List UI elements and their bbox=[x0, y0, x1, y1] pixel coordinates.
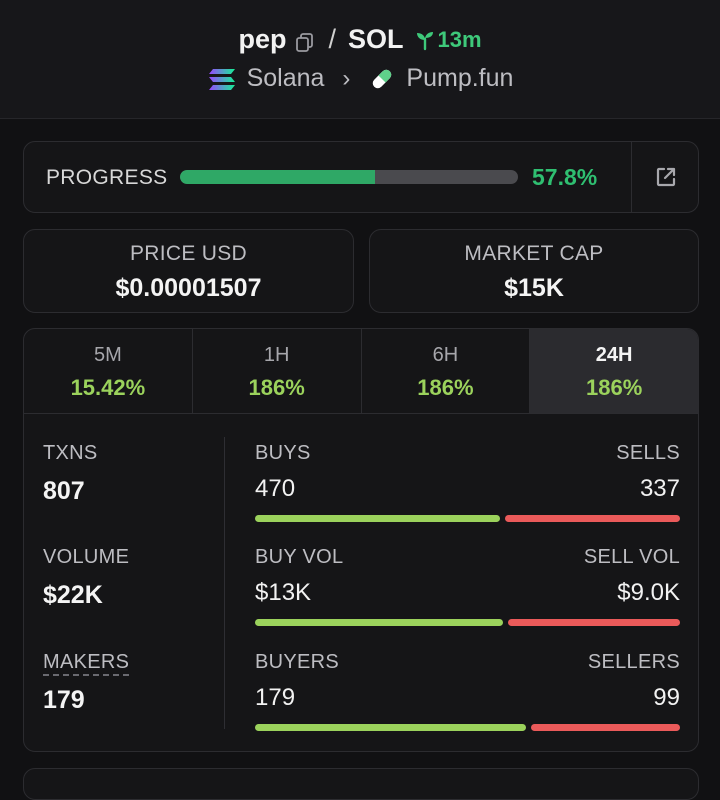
txns-value: 807 bbox=[43, 477, 85, 505]
progress-value: 57.8% bbox=[532, 164, 598, 190]
volume-label: VOLUME bbox=[43, 546, 130, 568]
dex-name[interactable]: Pump.fun bbox=[406, 64, 514, 92]
open-external-button[interactable] bbox=[631, 142, 699, 212]
price-usd-value: $0.00001507 bbox=[115, 274, 262, 302]
progress-bar bbox=[180, 170, 518, 184]
makers-stat: MAKERS 179 bbox=[43, 651, 130, 715]
price-usd-card: PRICE USD $0.00001507 bbox=[23, 229, 354, 313]
next-panel-edge bbox=[23, 768, 699, 800]
copy-icon[interactable] bbox=[294, 29, 316, 52]
makers-value: 179 bbox=[43, 686, 85, 714]
volume-stat: VOLUME $22K bbox=[43, 546, 129, 610]
buyers-value: 179 bbox=[255, 684, 296, 711]
progress-label: PROGRESS bbox=[46, 166, 168, 189]
tab-change: 186% bbox=[248, 375, 305, 400]
chain-name[interactable]: Solana bbox=[246, 64, 325, 92]
sells-value: 337 bbox=[639, 475, 680, 502]
volume-split: BUY VOL SELL VOL $13K $9.0K bbox=[255, 546, 680, 626]
bonding-progress-card: PROGRESS 57.8% bbox=[23, 141, 699, 213]
buys-bar bbox=[255, 515, 500, 522]
sell-vol-label: SELL VOL bbox=[583, 546, 680, 568]
tab-change: 186% bbox=[417, 375, 474, 400]
buy-vol-bar bbox=[255, 619, 504, 626]
buyers-sellers-split: BUYERS SELLERS 179 99 bbox=[255, 651, 680, 731]
tab-5m[interactable]: 5M 15.42% bbox=[24, 329, 193, 413]
sellers-value: 99 bbox=[653, 684, 680, 711]
market-cap-card: MARKET CAP $15K bbox=[369, 229, 699, 313]
external-link-icon bbox=[656, 167, 675, 187]
buyers-sellers-bar bbox=[255, 724, 680, 731]
sprout-icon bbox=[416, 31, 433, 50]
pair-separator: / bbox=[328, 24, 336, 54]
txns-label: TXNS bbox=[43, 442, 98, 464]
tab-6h[interactable]: 6H 186% bbox=[362, 329, 531, 413]
buys-sells-bar bbox=[255, 515, 680, 522]
pair-title: pep / SOL 13m bbox=[0, 24, 720, 55]
tab-label: 5M bbox=[93, 344, 122, 366]
buys-sells-split: BUYS SELLS 470 337 bbox=[255, 442, 680, 522]
tab-label: 6H bbox=[432, 344, 459, 366]
chain-breadcrumb: Solana › Pump.fun bbox=[0, 64, 720, 93]
sellers-bar bbox=[531, 724, 680, 731]
volume-value: $22K bbox=[43, 581, 103, 609]
buyers-label: BUYERS bbox=[255, 651, 340, 673]
pair-age-value: 13m bbox=[437, 26, 482, 52]
buyers-bar bbox=[255, 724, 527, 731]
sellers-label: SELLERS bbox=[587, 651, 680, 673]
sells-bar bbox=[504, 515, 680, 522]
txns-stat: TXNS 807 bbox=[43, 442, 98, 506]
tab-change: 15.42% bbox=[70, 375, 146, 400]
sell-vol-value: $9.0K bbox=[617, 579, 680, 606]
buy-vol-label: BUY VOL bbox=[255, 546, 344, 568]
token-symbol: pep bbox=[238, 24, 287, 54]
stats-panel: 5M 15.42% 1H 186% 6H 186% 24H 186% TXNS … bbox=[23, 328, 699, 752]
pair-age: 13m bbox=[414, 27, 482, 53]
tab-1h[interactable]: 1H 186% bbox=[193, 329, 362, 413]
pill-icon bbox=[373, 69, 392, 88]
volume-bar bbox=[255, 619, 680, 626]
sell-vol-bar bbox=[508, 619, 680, 626]
quote-symbol: SOL bbox=[347, 24, 404, 54]
progress-bar-fill bbox=[180, 170, 376, 184]
sells-label: SELLS bbox=[616, 442, 680, 464]
tab-24h[interactable]: 24H 186% bbox=[530, 329, 698, 413]
price-usd-label: PRICE USD bbox=[129, 242, 248, 265]
market-cap-label: MARKET CAP bbox=[464, 242, 604, 265]
tab-change: 186% bbox=[585, 375, 643, 400]
buy-vol-value: $13K bbox=[255, 579, 312, 606]
buys-value: 470 bbox=[255, 475, 296, 502]
stats-divider bbox=[224, 437, 225, 729]
timeframe-tabs: 5M 15.42% 1H 186% 6H 186% 24H 186% bbox=[24, 329, 698, 414]
buys-label: BUYS bbox=[255, 442, 311, 464]
market-cap-value: $15K bbox=[504, 274, 564, 302]
tab-label: 1H bbox=[263, 344, 290, 366]
tab-label: 24H bbox=[595, 344, 633, 366]
chevron-right-icon: › bbox=[342, 64, 351, 92]
pair-header: pep / SOL 13m bbox=[0, 0, 720, 119]
makers-label[interactable]: MAKERS bbox=[43, 651, 130, 676]
solana-icon bbox=[208, 68, 235, 90]
